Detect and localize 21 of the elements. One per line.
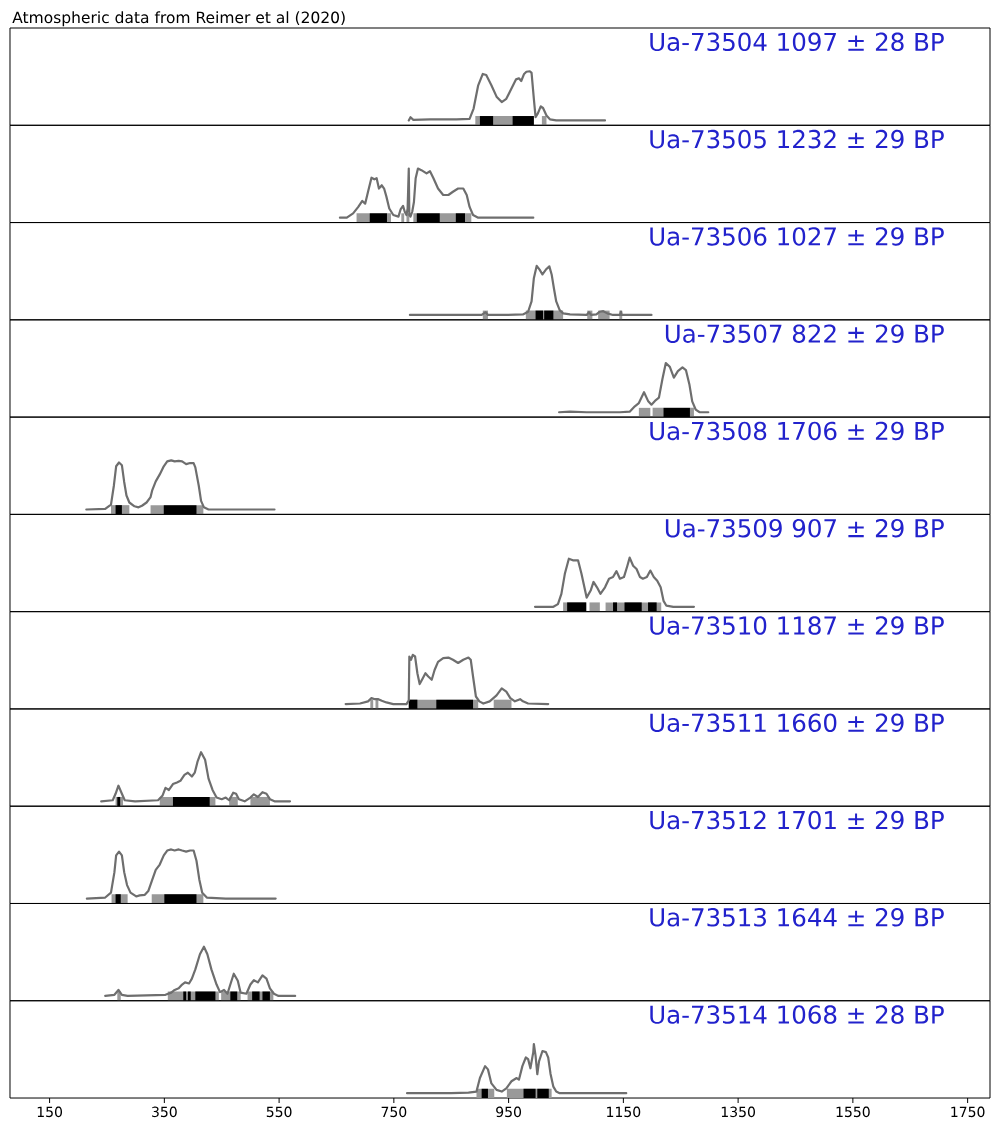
x-tick-label: 350 [152, 1106, 177, 1118]
chart-title: Ua-73511 1660 ± 29 BP [650, 713, 944, 733]
chart-title: Ua-73507 822 ± 29 BP [665, 324, 944, 343]
x-tick-label: 550 [266, 1106, 292, 1118]
x-tick-label: 750 [381, 1106, 407, 1118]
chart-title: Ua-73509 907 ± 29 BP [665, 518, 944, 538]
x-tick-label: 1550 [836, 1106, 870, 1118]
chart-title: Ua-73505 1232 ± 29 BP [650, 129, 944, 149]
x-tick-label: 1750 [951, 1106, 985, 1118]
chart-title: Ua-73512 1701 ± 29 BP [650, 810, 944, 830]
chart-title: Ua-73506 1027 ± 29 BP [650, 227, 944, 246]
x-tick-label: 1150 [607, 1106, 641, 1118]
chart-title: Ua-73514 1068 ± 28 BP [650, 1005, 944, 1024]
x-tick-label: 950 [496, 1106, 522, 1118]
chart-title: Ua-73510 1187 ± 29 BP [650, 616, 944, 635]
chart-title: Ua-73508 1706 ± 29 BP [650, 421, 944, 441]
x-tick-label: 150 [37, 1106, 63, 1118]
text: Atmospheric data from Reimer et al (2020) [12, 11, 345, 27]
chart-title: Ua-73513 1644 ± 29 BP [650, 908, 944, 927]
chart-title: Ua-73504 1097 ± 28 BP [650, 32, 944, 52]
x-tick-label: 1350 [721, 1106, 755, 1118]
